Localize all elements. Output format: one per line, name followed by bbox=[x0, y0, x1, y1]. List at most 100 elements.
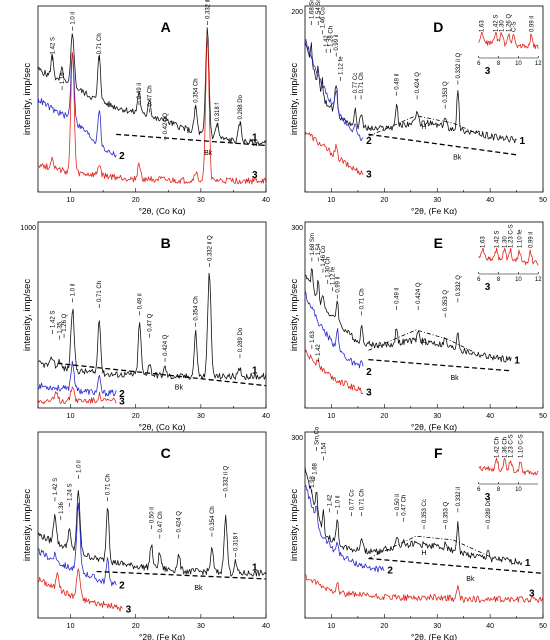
peak-label: 0.424 Q bbox=[163, 113, 169, 135]
series-2-label: 2 bbox=[119, 151, 125, 162]
x-axis-label: °2θ, (Co Kα) bbox=[138, 206, 185, 216]
inset-x-tick-label: 6 bbox=[477, 277, 481, 283]
peak-label: 1.42 S bbox=[50, 37, 56, 54]
peak-label: 1.46 Co bbox=[321, 245, 327, 267]
amorphous-hump bbox=[368, 329, 475, 353]
inset-peak-label: 1.30 bbox=[500, 20, 506, 32]
series-2-label: 2 bbox=[119, 581, 125, 592]
hump-label: H bbox=[421, 550, 426, 557]
inset-peak-label: 1.42 Ch bbox=[495, 437, 501, 458]
background-line bbox=[368, 133, 517, 156]
inset-peak-label: 1.10 fe bbox=[517, 229, 523, 248]
series-1-label: 1 bbox=[525, 558, 531, 569]
x-tick-label: 40 bbox=[262, 413, 270, 420]
series-3-line bbox=[37, 386, 117, 405]
x-tick-label: 50 bbox=[539, 413, 547, 420]
peak-label: 0.318 f bbox=[233, 532, 239, 551]
peak-label: 0.424 Q bbox=[163, 334, 169, 356]
series-2-line bbox=[37, 360, 117, 397]
series-2-label: 2 bbox=[387, 566, 393, 577]
amorphous-hump bbox=[368, 535, 491, 559]
x-tick-label: 50 bbox=[539, 197, 547, 204]
peak-label: 0.77 Cc bbox=[350, 489, 356, 510]
y-axis-label: intensity, imp/sec bbox=[289, 279, 300, 351]
series-3-line bbox=[304, 129, 364, 176]
peak-label: 0.353 Q bbox=[443, 81, 449, 103]
background-label: Bk bbox=[194, 585, 203, 592]
inset-peak-label: 0.99 il bbox=[529, 16, 535, 32]
series-1-label: 1 bbox=[514, 356, 520, 367]
inset-series-line bbox=[478, 31, 539, 50]
series-2-label: 2 bbox=[366, 367, 372, 378]
inset-series-label: 3 bbox=[485, 492, 491, 503]
peak-label: 1.26 Q bbox=[62, 313, 68, 331]
peak-label: 0.47 Ch bbox=[401, 495, 407, 516]
peak-label: 0.71 Ch bbox=[97, 281, 103, 302]
background-line bbox=[57, 362, 267, 387]
series-1-line bbox=[37, 489, 267, 577]
series-2-line bbox=[37, 502, 117, 587]
series-2-label: 2 bbox=[119, 389, 125, 400]
series-3-line bbox=[37, 33, 267, 185]
inset-series-label: 3 bbox=[485, 66, 491, 77]
peak-label: 0.288 Do bbox=[238, 94, 244, 119]
series-3-label: 3 bbox=[529, 588, 535, 599]
hump-label: H bbox=[421, 340, 426, 347]
y-tick-label: 200 bbox=[291, 9, 303, 16]
peak-label: 1.0 il bbox=[76, 460, 82, 473]
inset-peak-label: 1.42 S bbox=[495, 231, 501, 248]
inset-peak-label: 0.99 il bbox=[528, 232, 534, 248]
peak-label: 1.28 Ch bbox=[328, 26, 334, 47]
peak-label: 1.68 Sm bbox=[310, 233, 316, 255]
series-1-line bbox=[304, 268, 512, 363]
series-3-line bbox=[304, 574, 544, 603]
background-label: Bk bbox=[175, 384, 184, 391]
inset-peak-label: 1.26 Q bbox=[506, 14, 512, 32]
series-2-line bbox=[304, 290, 364, 369]
peak-label: 1.42 bbox=[327, 494, 333, 506]
inset: 6 8 10 12 1.63 1.42 S 1.30 1.26 QC-S 0.99 il 3 bbox=[477, 14, 542, 77]
peak-label: 0.49 il bbox=[138, 293, 144, 309]
y-axis-label: intensity, imp/sec bbox=[22, 279, 33, 351]
inset-x-tick-label: 6 bbox=[477, 61, 481, 67]
x-axis-label: °2θ, (Fe Kα) bbox=[139, 632, 185, 640]
inset-peak-label: 1.30 bbox=[503, 236, 509, 248]
peak-label: 0.49 il bbox=[137, 83, 143, 99]
inset-x-tick-label: 8 bbox=[497, 277, 501, 283]
y-axis-label: intensity, imp/sec bbox=[289, 63, 300, 135]
x-tick-label: 30 bbox=[197, 413, 205, 420]
x-tick-label: 10 bbox=[328, 197, 336, 204]
y-axis-label: intensity, imp/sec bbox=[289, 489, 300, 561]
series-2-line bbox=[304, 485, 385, 573]
panel-F: 10 20 30 40 50 300 °2θ, (Fe Kα) intensity, imp/… bbox=[289, 426, 547, 640]
peak-label: 0.71 Ch bbox=[360, 288, 366, 309]
x-tick-label: 10 bbox=[67, 623, 75, 630]
y-tick-label: 1000 bbox=[20, 225, 36, 232]
x-tick-label: 20 bbox=[132, 623, 140, 630]
x-axis-label: °2θ, (Fe Kα) bbox=[411, 206, 457, 216]
x-tick-label: 30 bbox=[433, 623, 441, 630]
x-axis-label: °2θ, (Fe Kα) bbox=[411, 422, 457, 432]
background-line bbox=[368, 358, 512, 372]
peak-label: 1.68 bbox=[313, 462, 319, 474]
peak-label: 0.47 Ch bbox=[158, 511, 164, 532]
background-line bbox=[368, 557, 544, 575]
x-tick-label: 20 bbox=[380, 623, 388, 630]
inset-peak-label: 1.23 C-S bbox=[508, 434, 514, 458]
peak-label: 0.99 il bbox=[334, 35, 340, 51]
x-tick-label: 10 bbox=[328, 413, 336, 420]
series-3-label: 3 bbox=[126, 605, 132, 616]
x-tick-label: 10 bbox=[67, 413, 75, 420]
series-3-label: 3 bbox=[366, 169, 372, 180]
x-tick-label: 20 bbox=[380, 197, 388, 204]
peak-label: 0.50 il bbox=[149, 507, 155, 523]
peak-label: 1.98 bbox=[310, 475, 316, 487]
x-tick-label: 30 bbox=[197, 623, 205, 630]
peak-label: 0.424 Q bbox=[416, 282, 422, 304]
panel-label: C bbox=[161, 445, 171, 461]
x-axis-label: °2θ, (Fe Kα) bbox=[411, 632, 457, 640]
series-3-label: 3 bbox=[119, 397, 125, 408]
series-1-line bbox=[37, 27, 267, 147]
peak-label: 0.332 il Q bbox=[205, 0, 211, 19]
